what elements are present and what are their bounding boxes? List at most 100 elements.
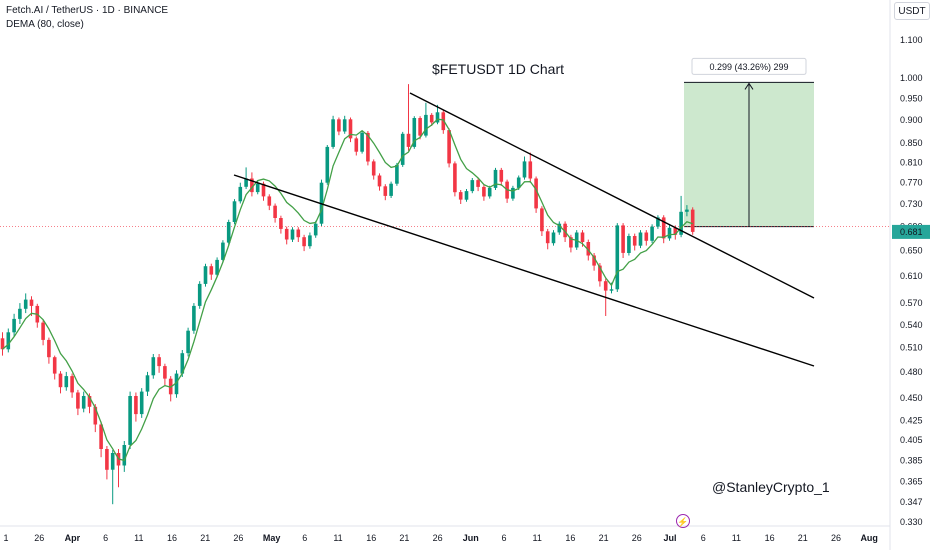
x-tick-label: 16 xyxy=(565,533,575,543)
x-tick-label: 6 xyxy=(103,533,108,543)
candle-body xyxy=(400,133,405,165)
candle-body xyxy=(105,449,109,470)
x-tick-label: 21 xyxy=(200,533,210,543)
candle-body xyxy=(279,218,283,229)
candle-body xyxy=(70,376,74,393)
candle-body xyxy=(638,232,643,246)
candle-body xyxy=(284,228,289,240)
candle-body xyxy=(128,396,132,445)
candle-body xyxy=(685,209,689,212)
y-tick-label: 0.730 xyxy=(900,199,923,209)
candle-body xyxy=(545,231,550,244)
y-tick-label: 0.450 xyxy=(900,393,923,403)
candle-body xyxy=(360,132,364,152)
candle-body xyxy=(383,186,388,196)
y-tick-label: 1.000 xyxy=(900,73,923,83)
candle-body xyxy=(464,191,469,200)
indicator-legend[interactable]: DEMA (80, close) xyxy=(6,19,84,30)
candle-body xyxy=(673,227,678,235)
candle-body xyxy=(435,112,440,123)
candle-body xyxy=(609,289,614,291)
candle-body xyxy=(429,114,434,123)
currency-button[interactable]: USDT xyxy=(894,2,930,20)
candle-body xyxy=(632,236,637,246)
x-tick-label: 1 xyxy=(3,533,8,543)
candle-body xyxy=(447,130,451,164)
candle-body xyxy=(157,357,161,367)
x-tick-label: 11 xyxy=(134,533,143,543)
candle-body xyxy=(308,235,312,247)
x-tick-label: 11 xyxy=(533,533,542,543)
candle-body xyxy=(348,119,353,139)
y-tick-label: 0.510 xyxy=(900,343,923,353)
candle-body xyxy=(174,373,179,395)
candle-body xyxy=(313,223,318,236)
trendline xyxy=(233,174,815,367)
y-tick-label: 0.950 xyxy=(900,94,923,104)
candle-body xyxy=(255,183,260,193)
candle-body xyxy=(0,338,5,350)
candle-body xyxy=(81,396,86,409)
candle-body xyxy=(342,119,347,132)
candle-body xyxy=(667,227,672,239)
candle-body xyxy=(586,242,591,256)
candle-body xyxy=(516,177,521,188)
candle-body xyxy=(99,424,103,449)
x-tick-label: 26 xyxy=(34,533,44,543)
candle-body xyxy=(418,118,422,136)
last-price-label: 0.681 xyxy=(900,227,923,237)
candle-body xyxy=(377,175,382,187)
candle-body xyxy=(603,281,608,291)
candle-body xyxy=(690,209,695,232)
candle-body xyxy=(598,265,602,282)
price-axis-panel xyxy=(890,0,932,550)
y-tick-label: 1.100 xyxy=(900,35,923,45)
candle-body xyxy=(551,232,556,244)
x-tick-label: 21 xyxy=(798,533,808,543)
candle-body xyxy=(273,205,277,218)
x-tick-label: Apr xyxy=(65,533,81,543)
candle-body xyxy=(458,192,463,200)
x-tick-label: 16 xyxy=(765,533,775,543)
candle-body xyxy=(290,229,295,240)
candle-body xyxy=(441,112,446,131)
candle-body xyxy=(337,119,341,132)
candle-body xyxy=(650,226,654,241)
candle-body xyxy=(221,242,225,260)
x-tick-label: 21 xyxy=(599,533,609,543)
y-tick-label: 0.330 xyxy=(900,517,923,527)
measure-arrow-head xyxy=(744,82,754,90)
candle-body xyxy=(122,445,127,466)
candle-body xyxy=(470,180,475,192)
candle-body xyxy=(64,376,69,388)
candle-body xyxy=(134,396,138,415)
y-tick-label: 0.810 xyxy=(900,157,923,167)
candle-body xyxy=(192,305,196,331)
candle-body xyxy=(487,187,492,197)
candle-body xyxy=(296,229,301,238)
y-tick-label: 0.610 xyxy=(900,271,923,281)
y-tick-label: 0.405 xyxy=(900,435,923,445)
lightning-icon[interactable]: ⚡ xyxy=(676,514,690,528)
trendline xyxy=(409,92,815,299)
candle-body xyxy=(644,232,649,241)
y-tick-label: 0.480 xyxy=(900,367,923,377)
candle-body xyxy=(511,187,515,199)
candle-body xyxy=(528,161,533,179)
candle-body xyxy=(406,133,411,147)
candle-body xyxy=(371,161,376,176)
candle-body xyxy=(209,266,214,275)
candle-body xyxy=(424,114,428,136)
candle-body xyxy=(145,375,150,392)
candle-body xyxy=(569,237,573,248)
candle-body xyxy=(250,178,254,193)
candle-body xyxy=(331,119,335,147)
x-tick-label: 16 xyxy=(167,533,177,543)
candle-body xyxy=(563,223,567,238)
chart-title: $FETUSDT 1D Chart xyxy=(432,61,564,77)
x-tick-label: 6 xyxy=(501,533,506,543)
y-tick-label: 0.850 xyxy=(900,138,923,148)
x-tick-label: Jun xyxy=(463,533,479,543)
author-watermark: @StanleyCrypto_1 xyxy=(712,479,830,495)
